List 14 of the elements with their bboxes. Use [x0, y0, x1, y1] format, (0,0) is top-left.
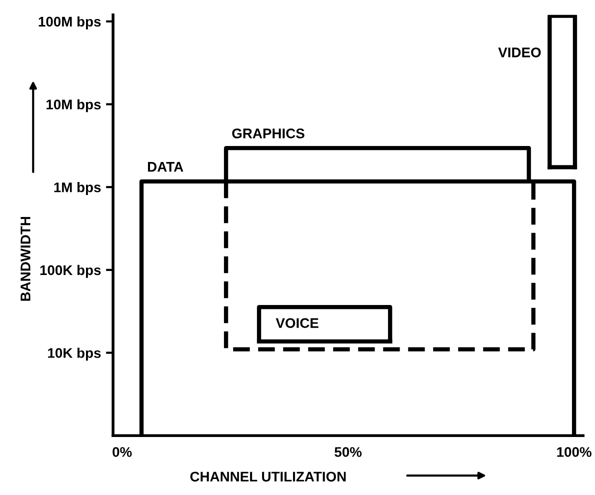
- y-tick-label: 100K bps: [40, 264, 101, 278]
- y-tick-label: 10K bps: [48, 348, 101, 361]
- x-axis-title: CHANNEL UTILIZATION: [190, 472, 346, 482]
- x-tick-label: 0%: [112, 447, 132, 457]
- series-label: VOICE: [276, 318, 318, 328]
- x-tick-label: 100%: [557, 447, 592, 457]
- series-label: GRAPHICS: [232, 128, 304, 138]
- series-label: VIDEO: [498, 48, 541, 58]
- series-label: DATA: [148, 162, 184, 172]
- y-axis-title: BANDWIDTH: [20, 217, 30, 301]
- y-tick-label: 10M bps: [46, 99, 101, 112]
- y-tick-label: 100M bps: [38, 16, 101, 30]
- x-tick-label: 50%: [334, 447, 362, 457]
- y-tick-label: 1M bps: [54, 182, 101, 195]
